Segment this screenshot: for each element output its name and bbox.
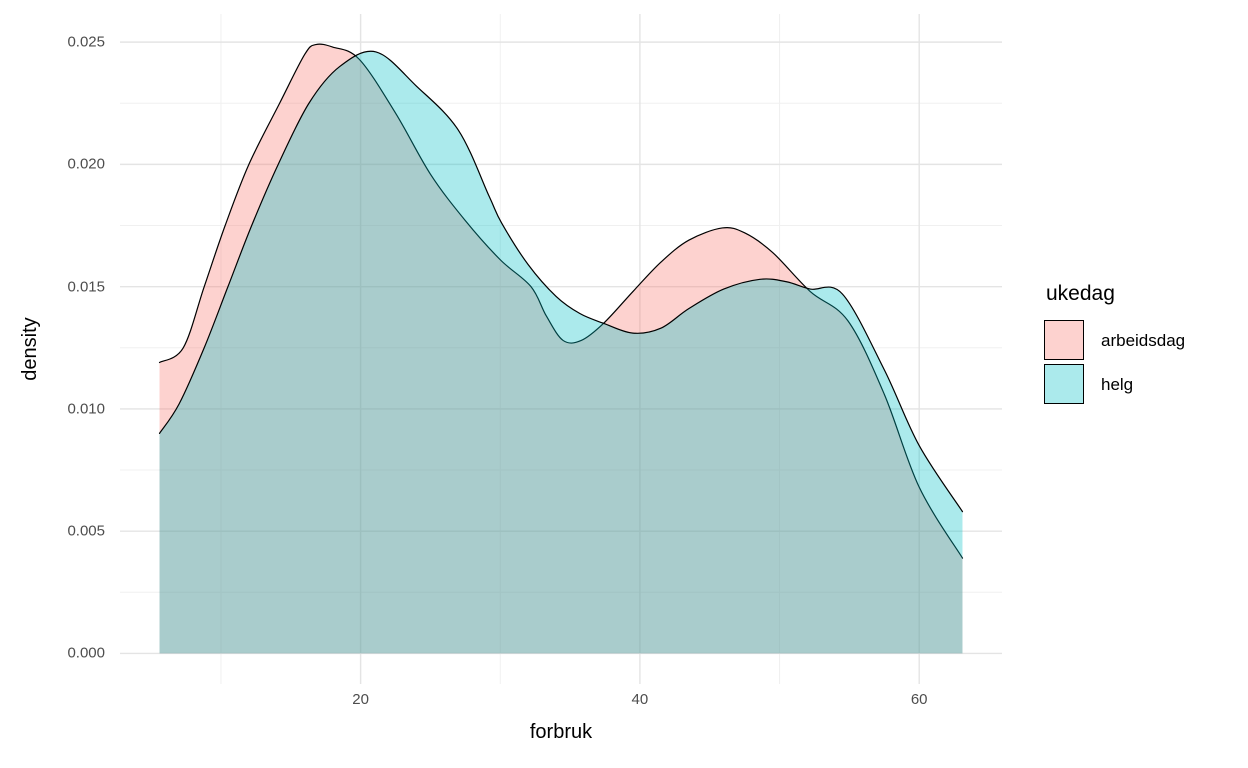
legend-title: ukedag <box>1046 282 1115 305</box>
legend-label-helg: helg <box>1101 374 1134 394</box>
y-tick-label-0.015: 0.015 <box>67 278 105 296</box>
y-tick-label-0.000: 0.000 <box>67 644 105 662</box>
y-tick-label-0.025: 0.025 <box>67 33 105 51</box>
x-axis-title: forbruk <box>529 721 593 743</box>
y-tick-label-0.020: 0.020 <box>67 155 105 173</box>
y-axis-title: density <box>19 317 41 381</box>
legend-key-helg <box>1044 364 1084 404</box>
x-tick-label-40: 40 <box>631 691 649 708</box>
legend-entry-helg: helg <box>1044 364 1185 404</box>
legend-key-arbeidsdag <box>1044 320 1084 360</box>
density-curve-helg <box>158 50 964 513</box>
y-tick-label-0.005: 0.005 <box>67 522 105 540</box>
x-tick-label-20: 20 <box>352 691 369 708</box>
density-curve-arbeidsdag <box>158 43 964 559</box>
y-tick-label-0.010: 0.010 <box>67 400 105 418</box>
density-area-helg <box>159 51 963 654</box>
density-area-arbeidsdag <box>159 44 963 654</box>
x-tick-label-60: 60 <box>910 691 928 708</box>
legend: ukedag arbeidsdag helg <box>1044 283 1185 408</box>
legend-entry-arbeidsdag: arbeidsdag <box>1044 320 1185 360</box>
legend-label-arbeidsdag: arbeidsdag <box>1101 330 1186 350</box>
